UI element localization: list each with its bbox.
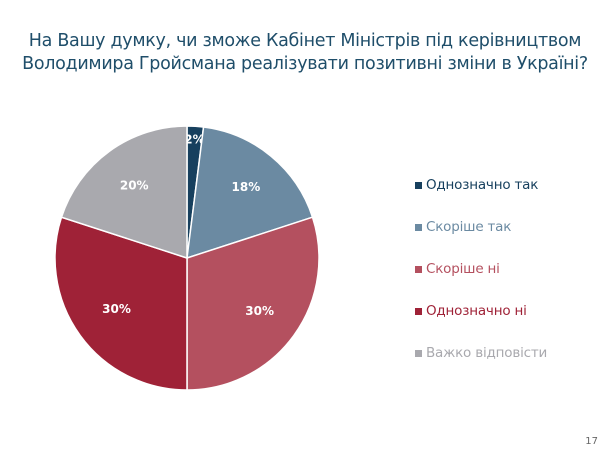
- page-number: 17: [585, 436, 598, 447]
- legend-swatch: [415, 223, 422, 231]
- legend-swatch: [415, 265, 422, 273]
- legend-label: Однозначно ні: [426, 303, 527, 319]
- legend-item: Скоріше так: [415, 219, 511, 235]
- data-label: 2%: [184, 132, 204, 146]
- pie-slice-4: [54, 216, 188, 391]
- pie-slice-5: [60, 125, 188, 260]
- legend-item: Важко відповісти: [415, 345, 547, 361]
- legend-swatch: [415, 349, 422, 357]
- legend-item: Однозначно так: [415, 177, 538, 193]
- data-label: 30%: [245, 304, 274, 318]
- pie-slice-2: [186, 126, 314, 260]
- data-label: 18%: [232, 180, 261, 194]
- legend-swatch: [415, 181, 422, 189]
- legend-label: Однозначно так: [426, 177, 539, 193]
- legend-item: Однозначно ні: [415, 303, 527, 319]
- legend-label: Скоріше так: [426, 219, 512, 235]
- data-label: 30%: [102, 302, 131, 316]
- title-line-1: На Вашу думку, чи зможе Кабінет Міністрі…: [28, 31, 582, 51]
- data-label: 20%: [120, 178, 149, 192]
- title-line-2: Володимира Гройсмана реалізувати позитив…: [22, 54, 588, 74]
- legend-swatch: [415, 307, 422, 315]
- chart-title: На Вашу думку, чи зможе Кабінет Міністрі…: [0, 30, 610, 76]
- legend-label: Важко відповісти: [426, 345, 548, 361]
- legend-label: Скоріше ні: [426, 261, 500, 277]
- legend-item: Скоріше ні: [415, 261, 500, 277]
- pie-slice-3: [186, 216, 320, 391]
